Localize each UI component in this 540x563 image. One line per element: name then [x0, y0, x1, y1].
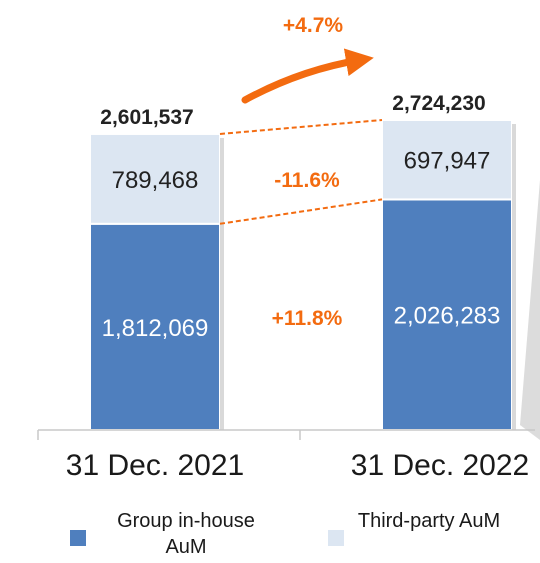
total-label-2021: 2,601,537: [100, 106, 193, 129]
category-label-2021: 31 Dec. 2021: [66, 449, 244, 482]
bar-in-house-2021: [89, 222, 221, 431]
legend-item-in-house: Group in-house AuM: [70, 508, 276, 560]
growth-arrow: [241, 48, 374, 104]
bar-third-party-2021: [89, 132, 221, 225]
value-label-in-house-2021: 1,812,069: [102, 315, 209, 342]
legend: Group in-house AuM Third-party AuM: [60, 508, 530, 563]
legend-swatch-in-house: [70, 530, 86, 546]
connector-total: [219, 119, 383, 135]
bar-shadow-2021: [220, 137, 224, 431]
legend-label-third-party: Third-party AuM: [357, 510, 501, 532]
third-party-growth-label: -11.6%: [274, 169, 340, 192]
legend-item-third-party: Third-party AuM: [328, 508, 504, 546]
value-label-third-party-2021: 789,468: [112, 167, 199, 194]
legend-swatch-third-party: [328, 530, 344, 546]
stacked-bar-chart: 1,812,069 789,468 2,601,537 2,026,283 697,94…: [37, 14, 540, 482]
category-label-2022: 31 Dec. 2022: [351, 449, 529, 482]
legend-label-in-house: Group in-house AuM: [117, 510, 255, 558]
value-label-in-house-2022: 2,026,283: [394, 303, 501, 330]
total-label-2022: 2,724,230: [392, 92, 485, 115]
decorative-wedge: [520, 180, 540, 440]
in-house-growth-label: +11.8%: [272, 307, 343, 330]
bar-shadow-2022: [512, 124, 516, 430]
value-label-third-party-2022: 697,947: [404, 148, 491, 175]
total-growth-label: +4.7%: [283, 14, 343, 37]
connector-split: [219, 198, 383, 225]
